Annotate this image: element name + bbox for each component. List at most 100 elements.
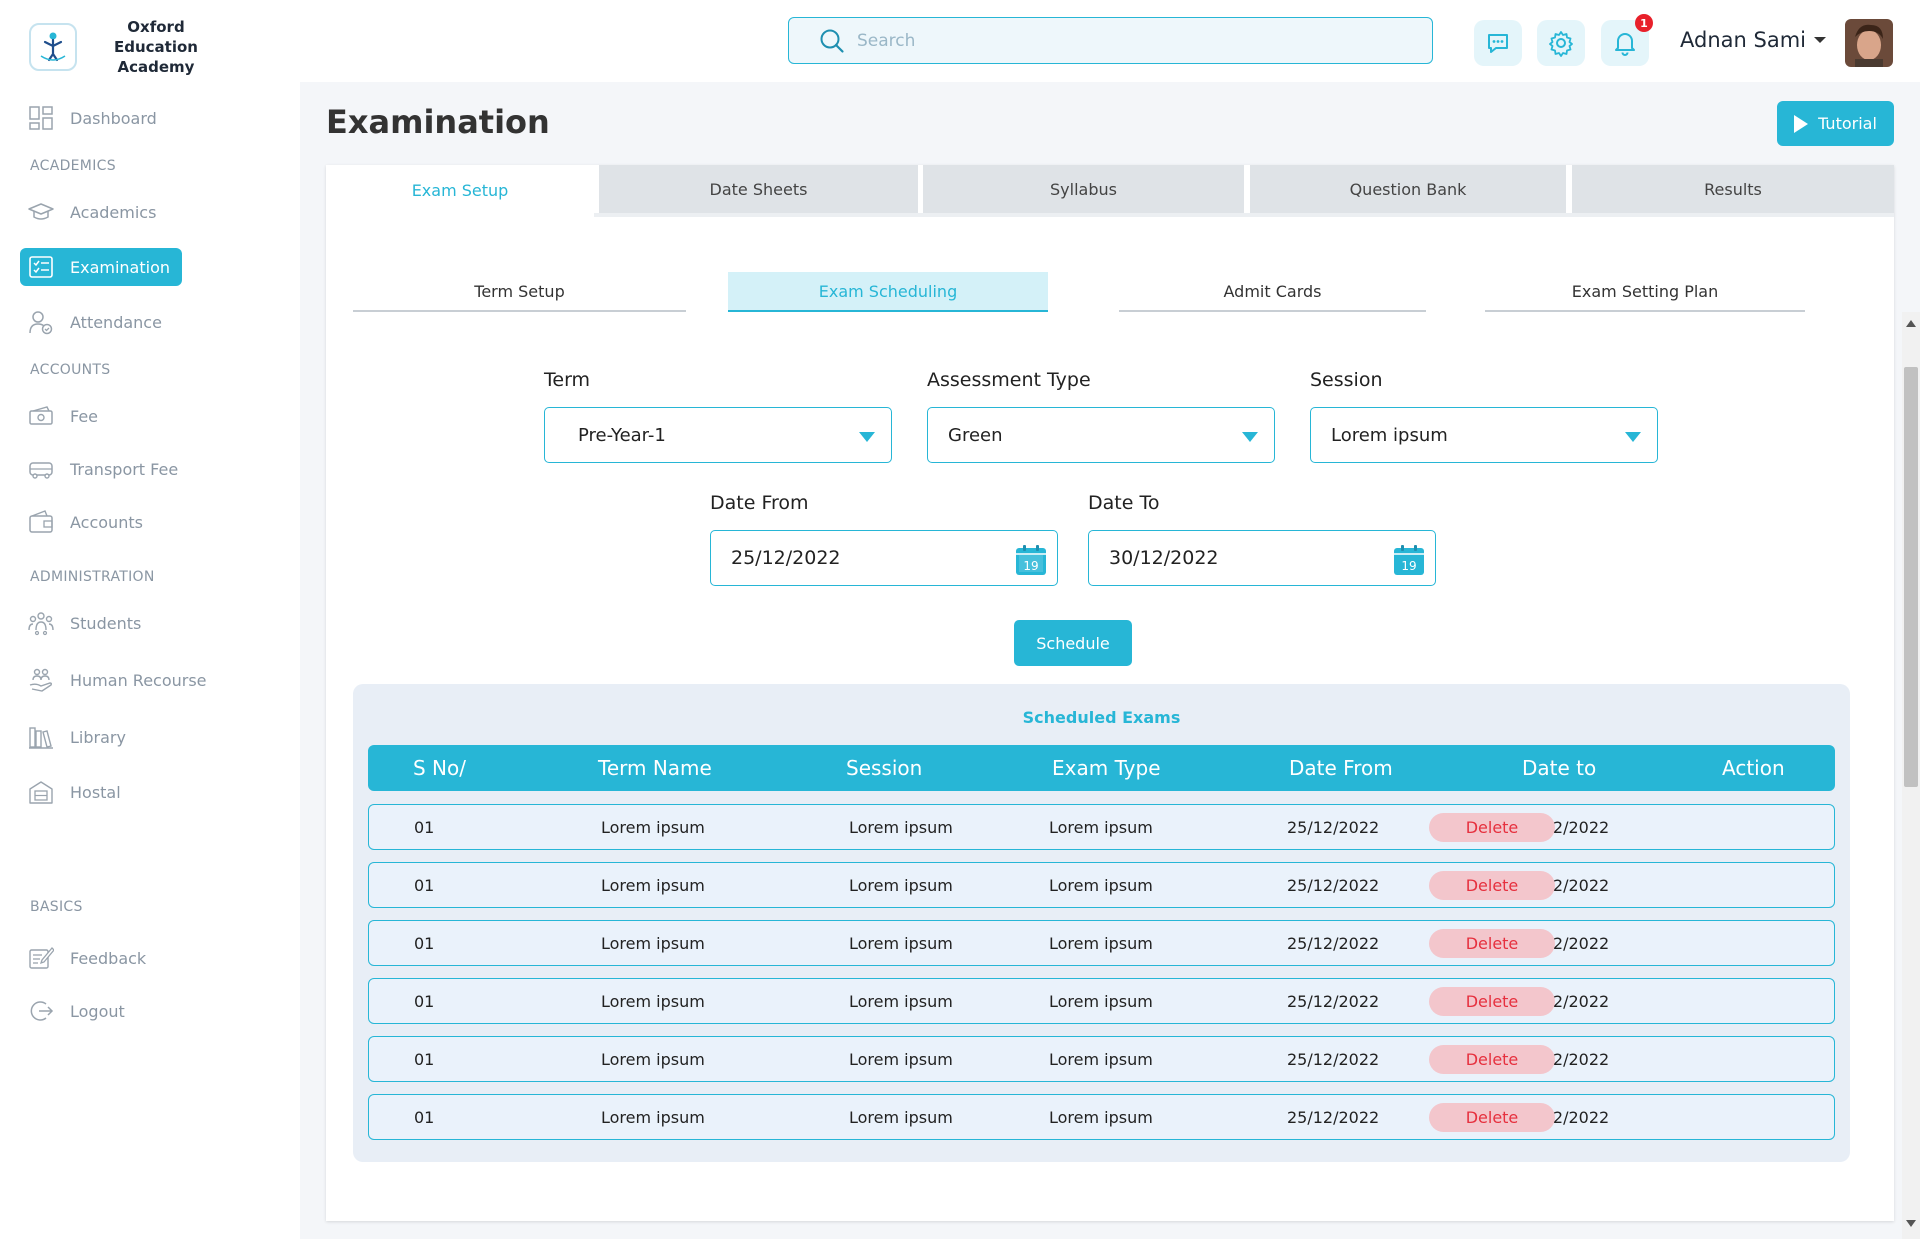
subtab-term-setup[interactable]: Term Setup <box>353 272 686 312</box>
calendar-icon[interactable]: 19 <box>1015 544 1047 576</box>
scroll-down-arrow-icon[interactable] <box>1906 1220 1916 1227</box>
term-select[interactable]: Pre-Year-1 <box>544 407 892 463</box>
sidebar-item-dashboard[interactable]: Dashboard <box>20 99 169 137</box>
section-academics: ACADEMICS <box>30 158 116 174</box>
date-from-label: Date From <box>710 492 809 514</box>
caret-down-icon <box>859 432 875 442</box>
user-menu[interactable]: Adnan Sami <box>1680 28 1828 52</box>
search-input[interactable] <box>857 30 1377 51</box>
cell-sno: 01 <box>414 934 435 953</box>
dashboard-icon <box>28 105 54 131</box>
schedule-button[interactable]: Schedule <box>1014 620 1132 666</box>
date-from-value: 25/12/2022 <box>731 547 841 569</box>
delete-button[interactable]: Delete <box>1429 871 1555 900</box>
sidebar-item-fee[interactable]: Fee <box>20 397 110 435</box>
caret-down-icon <box>1242 432 1258 442</box>
date-to-field[interactable]: 30/12/2022 19 <box>1088 530 1436 586</box>
cell-term: Lorem ipsum <box>601 992 705 1011</box>
play-icon <box>1794 114 1809 133</box>
money-icon <box>28 403 54 429</box>
settings-button[interactable] <box>1537 20 1585 66</box>
cell-date-from: 25/12/2022 <box>1287 934 1380 953</box>
section-administration: ADMINISTRATION <box>30 569 155 585</box>
tab-date-sheets[interactable]: Date Sheets <box>599 165 918 213</box>
cell-type: Lorem ipsum <box>1049 934 1153 953</box>
sidebar-item-library[interactable]: Library <box>20 718 138 756</box>
table-row: 01 Lorem ipsum Lorem ipsum Lorem ipsum 2… <box>368 862 1835 908</box>
sidebar-item-human-resource[interactable]: Human Recourse <box>20 661 219 699</box>
search-bar[interactable] <box>788 17 1433 64</box>
table-row: 01 Lorem ipsum Lorem ipsum Lorem ipsum 2… <box>368 804 1835 850</box>
delete-button[interactable]: Delete <box>1429 813 1555 842</box>
tutorial-button[interactable]: Tutorial <box>1777 101 1894 146</box>
session-value: Lorem ipsum <box>1331 424 1448 446</box>
sidebar-item-students[interactable]: Students <box>20 604 153 642</box>
cell-type: Lorem ipsum <box>1049 992 1153 1011</box>
page-scrollbar[interactable] <box>1902 312 1920 1239</box>
calendar-icon[interactable]: 19 <box>1393 544 1425 576</box>
tab-results[interactable]: Results <box>1572 165 1894 213</box>
avatar[interactable] <box>1845 19 1893 67</box>
cell-sno: 01 <box>414 876 435 895</box>
cell-term: Lorem ipsum <box>601 1108 705 1127</box>
sidebar-item-transport-fee[interactable]: Transport Fee <box>20 450 190 488</box>
messages-button[interactable] <box>1474 20 1522 66</box>
sidebar-item-hostal[interactable]: Hostal <box>20 773 133 811</box>
cell-term: Lorem ipsum <box>601 934 705 953</box>
tab-question-bank[interactable]: Question Bank <box>1250 165 1566 213</box>
exam-checklist-icon <box>28 254 54 280</box>
subtab-exam-scheduling[interactable]: Exam Scheduling <box>728 272 1048 312</box>
logo-icon <box>29 23 77 71</box>
sidebar-item-label: Attendance <box>70 312 162 332</box>
date-from-field[interactable]: 25/12/2022 19 <box>710 530 1058 586</box>
table-row: 01 Lorem ipsum Lorem ipsum Lorem ipsum 2… <box>368 1094 1835 1140</box>
sidebar-item-label: Hostal <box>70 782 121 802</box>
chevron-down-icon <box>1813 37 1826 43</box>
sidebar-item-attendance[interactable]: Attendance <box>20 303 174 341</box>
cell-session: Lorem ipsum <box>849 1108 953 1127</box>
delete-button[interactable]: Delete <box>1429 929 1555 958</box>
page-title: Examination <box>326 103 550 141</box>
cell-type: Lorem ipsum <box>1049 1108 1153 1127</box>
cell-date-from: 25/12/2022 <box>1287 992 1380 1011</box>
cell-sno: 01 <box>414 1108 435 1127</box>
delete-button[interactable]: Delete <box>1429 1045 1555 1074</box>
sidebar-item-label: Accounts <box>70 512 143 532</box>
assessment-type-select[interactable]: Green <box>927 407 1275 463</box>
tutorial-label: Tutorial <box>1818 114 1877 133</box>
sidebar-item-accounts[interactable]: Accounts <box>20 503 155 541</box>
scroll-thumb[interactable] <box>1904 367 1918 787</box>
delete-button[interactable]: Delete <box>1429 1103 1555 1132</box>
graduation-cap-icon <box>28 199 54 225</box>
column-header: Date From <box>1289 756 1393 780</box>
tab-exam-setup[interactable]: Exam Setup <box>326 165 594 215</box>
sidebar-item-label: Examination <box>70 257 171 277</box>
cell-session: Lorem ipsum <box>849 1050 953 1069</box>
scroll-up-arrow-icon[interactable] <box>1906 320 1916 327</box>
scheduled-exams-title: Scheduled Exams <box>1022 708 1181 727</box>
tabs-divider <box>594 213 1894 217</box>
subtab-admit-cards[interactable]: Admit Cards <box>1119 272 1426 312</box>
session-label: Session <box>1310 369 1383 391</box>
cell-date-from: 25/12/2022 <box>1287 876 1380 895</box>
sidebar-item-logout[interactable]: Logout <box>20 992 137 1030</box>
session-select[interactable]: Lorem ipsum <box>1310 407 1658 463</box>
section-accounts: ACCOUNTS <box>30 362 111 378</box>
building-icon <box>28 779 54 805</box>
sidebar: Dashboard ACADEMICS Academics Examinatio… <box>0 82 300 1239</box>
user-name: Adnan Sami <box>1680 28 1806 52</box>
main-tabs: Exam Setup Date Sheets Syllabus Question… <box>326 165 1894 217</box>
delete-button[interactable]: Delete <box>1429 987 1555 1016</box>
sidebar-item-feedback[interactable]: Feedback <box>20 939 158 977</box>
cell-sno: 01 <box>414 818 435 837</box>
subtab-exam-setting-plan[interactable]: Exam Setting Plan <box>1485 272 1805 312</box>
brand[interactable]: Oxford Education Academy <box>29 17 221 77</box>
brand-name: Oxford Education Academy <box>114 18 198 76</box>
cell-sno: 01 <box>414 1050 435 1069</box>
sidebar-item-examination[interactable]: Examination <box>20 248 183 286</box>
sidebar-item-academics[interactable]: Academics <box>20 193 168 231</box>
sidebar-item-label: Students <box>70 613 142 633</box>
wallet-icon <box>28 509 54 535</box>
notifications-button[interactable]: 1 <box>1601 14 1653 66</box>
tab-syllabus[interactable]: Syllabus <box>923 165 1244 213</box>
